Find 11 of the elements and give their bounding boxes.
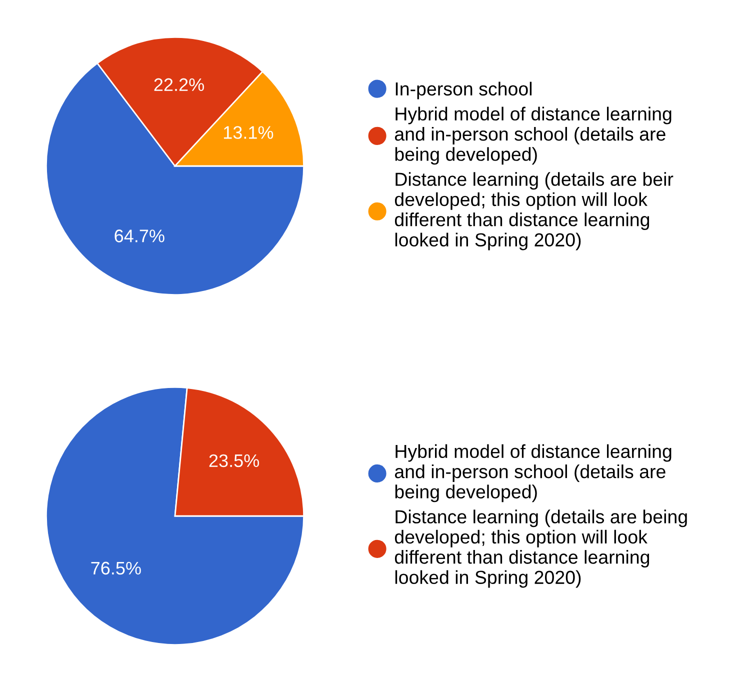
data-label: 64.7% <box>114 230 164 242</box>
legend-label: Hybrid model of distance learning and in-person school (details are being developed) <box>394 444 672 502</box>
data-label: 22.2% <box>154 78 204 92</box>
legend-label: Hybrid model of distance learning and in-person school (details are being developed) <box>394 106 672 165</box>
data-label: 76.5% <box>91 562 141 575</box>
data-label: 13.1% <box>224 126 274 139</box>
pie-slice <box>46 386 304 646</box>
legend-label: Distance learning (details are beir developed; this option will look different than distance learning looked in Spring 2020) <box>394 172 674 250</box>
legend-label: Distance learning (details are being developed; this option will look different than distance learning looked in Spring 2020) <box>394 510 687 588</box>
legend-label: In-person school <box>396 82 532 100</box>
data-label: 23.5% <box>209 454 260 468</box>
